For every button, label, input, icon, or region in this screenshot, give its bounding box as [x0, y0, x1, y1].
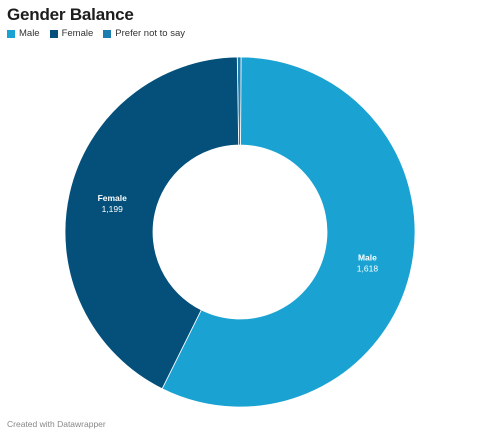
- legend-swatch-prefer-not: [103, 29, 112, 38]
- slice-label-female: Female: [98, 193, 128, 203]
- legend-label-female: Female: [61, 28, 94, 39]
- legend-item-prefer-not: Prefer not to say: [103, 28, 185, 39]
- legend: Male Female Prefer not to say: [7, 28, 185, 39]
- footer-credit: Created with Datawrapper: [7, 419, 106, 429]
- slice-label-male: Male: [358, 252, 377, 262]
- legend-item-female: Female: [49, 28, 94, 39]
- legend-item-male: Male: [7, 28, 40, 39]
- slice-male: [161, 56, 416, 408]
- legend-swatch-female: [49, 29, 58, 38]
- chart-title: Gender Balance: [7, 5, 134, 24]
- slice-female: [64, 56, 240, 390]
- legend-label-prefer-not: Prefer not to say: [115, 28, 185, 39]
- legend-swatch-male: [7, 29, 15, 38]
- legend-label-male: Male: [19, 28, 40, 39]
- slice-value-male: 1,618: [357, 263, 379, 273]
- slice-value-female: 1,199: [102, 204, 124, 214]
